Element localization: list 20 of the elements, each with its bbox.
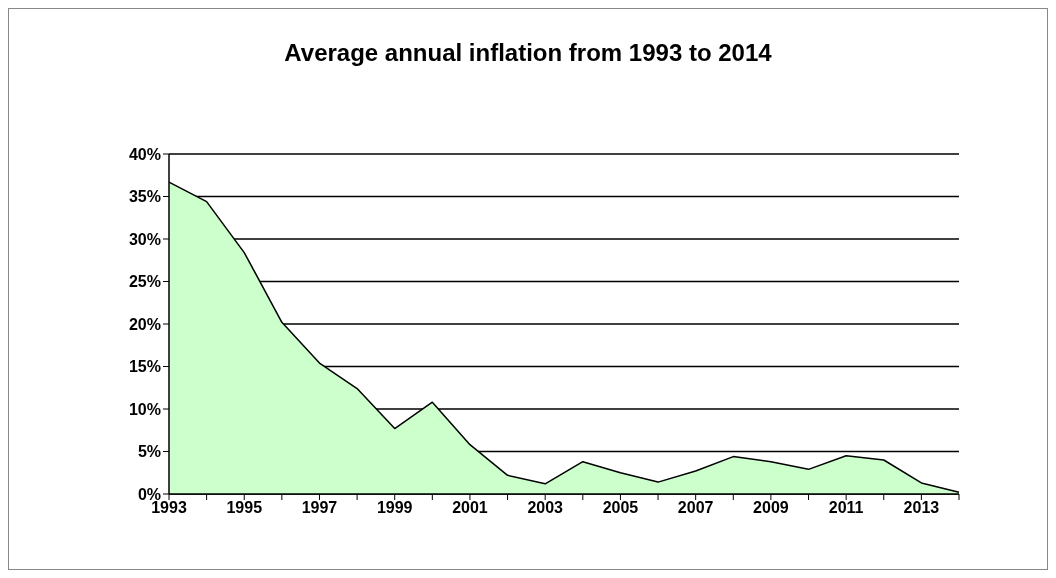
x-tick-label: 1995 — [226, 499, 263, 517]
y-tick-label: 20% — [128, 315, 161, 333]
y-tick-label: 10% — [128, 400, 161, 418]
x-tick-label: 2003 — [527, 499, 564, 517]
x-tick-label: 1993 — [151, 499, 187, 517]
y-tick-label: 30% — [128, 230, 161, 248]
y-tick-label: 35% — [128, 188, 161, 206]
y-tick-label: 15% — [128, 358, 161, 376]
x-tick-label: 1997 — [301, 499, 338, 517]
x-tick-label: 2009 — [753, 499, 789, 517]
x-tick-label: 1999 — [376, 499, 413, 517]
x-tick-label: 2001 — [452, 499, 488, 517]
x-tick-label: 2005 — [602, 499, 639, 517]
x-tick-label: 2013 — [903, 499, 940, 517]
y-tick-label: 5% — [137, 443, 161, 461]
chart-title: Average annual inflation from 1993 to 2014 — [283, 39, 773, 67]
y-tick-label: 40% — [128, 145, 161, 163]
x-tick-label: 2011 — [828, 499, 864, 517]
y-tick-label: 25% — [128, 273, 161, 291]
x-tick-label: 2007 — [677, 499, 714, 517]
